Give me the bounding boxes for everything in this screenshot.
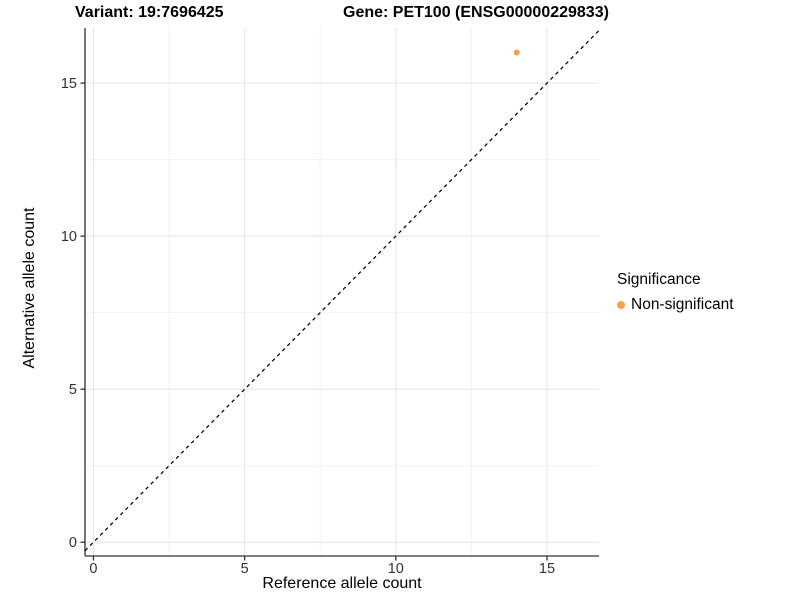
plot-title-gene: Gene: PET100 (ENSG00000229833)	[343, 4, 609, 21]
x-tick-label: 5	[241, 561, 249, 577]
y-tick-label: 5	[69, 382, 77, 398]
x-tick-label: 0	[89, 561, 97, 577]
y-axis-title: Alternative allele count	[21, 207, 38, 369]
data-point	[513, 49, 520, 56]
legend-title: Significance	[617, 271, 701, 288]
legend: Significance Non-significant	[617, 271, 734, 314]
legend-point-icon	[617, 301, 625, 309]
x-axis-title: Reference allele count	[262, 575, 422, 592]
legend-item: Non-significant	[617, 296, 734, 314]
x-tick-label: 15	[539, 561, 555, 577]
y-tick-label: 0	[69, 535, 77, 551]
x-tick-label: 10	[388, 561, 404, 577]
y-tick-label: 15	[61, 76, 77, 92]
y-tick-label: 10	[61, 229, 77, 245]
legend-item-label: Non-significant	[631, 296, 734, 313]
plot-title-variant: Variant: 19:7696425	[75, 4, 224, 21]
identity-reference-line	[84, 30, 600, 552]
